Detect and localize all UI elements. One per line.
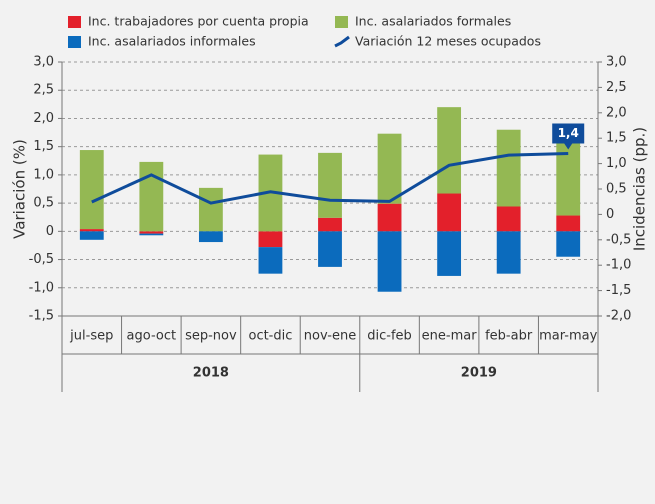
y2-tick-label: -0,5 <box>606 232 631 247</box>
y2-tick-label: 0 <box>606 207 614 222</box>
y2-tick-label: -1,0 <box>606 258 631 273</box>
bar <box>79 150 104 230</box>
y-tick-label: -1,0 <box>29 280 54 295</box>
bar <box>377 231 402 292</box>
bar <box>437 193 462 232</box>
bar <box>139 231 164 234</box>
bar <box>496 206 521 232</box>
bar <box>139 161 164 232</box>
legend-label: Variación 12 meses ocupados <box>355 34 541 49</box>
bar <box>258 231 283 248</box>
y2-tick-label: 3,0 <box>606 55 627 70</box>
group-label: 2018 <box>193 366 229 381</box>
line <box>91 151 569 205</box>
legend-line <box>334 35 350 48</box>
y2-tick-label: 1,0 <box>606 156 627 171</box>
bar <box>437 107 462 194</box>
x-tick-label: sep-nov <box>185 329 237 344</box>
bar <box>79 229 104 232</box>
bar <box>198 187 223 232</box>
legend-label: Inc. asalariados formales <box>355 14 511 29</box>
x-tick-label: mar-may <box>539 329 597 344</box>
y2-tick-label: 2,5 <box>606 80 627 95</box>
bar <box>556 139 581 216</box>
x-tick-label: ago-oct <box>127 329 177 344</box>
y-tick-label: 2,0 <box>33 111 54 126</box>
y2-tick-label: 2,0 <box>606 105 627 120</box>
legend-label: Inc. trabajadores por cuenta propia <box>88 14 309 29</box>
bar <box>79 231 104 240</box>
legend-swatch <box>68 36 81 48</box>
bar <box>377 133 402 204</box>
bar <box>556 231 581 257</box>
y2-tick-label: -2,0 <box>606 309 631 324</box>
data-label-box <box>552 123 585 150</box>
group-label: 2019 <box>461 366 497 381</box>
bar <box>556 215 581 232</box>
bar <box>496 129 521 207</box>
y-tick-label: -0,5 <box>29 252 54 267</box>
legend-swatch <box>68 16 81 28</box>
y-tick-label: -1,5 <box>29 309 54 324</box>
y2-tick-label: -1,5 <box>606 283 631 298</box>
y-tick-label: 0,5 <box>33 196 54 211</box>
bar <box>139 233 164 236</box>
x-tick-label: oct-dic <box>248 329 292 344</box>
y-tick-label: 2,5 <box>33 83 54 98</box>
x-tick-label: jul-sep <box>69 329 113 344</box>
bar <box>258 247 283 274</box>
data-label: 1,4 <box>558 126 579 140</box>
bar <box>318 231 342 267</box>
y-tick-label: 0 <box>46 224 54 239</box>
y-tick-label: 3,0 <box>33 55 54 70</box>
x-tick-label: feb-abr <box>485 329 533 344</box>
x-tick-label: nov-ene <box>304 329 356 344</box>
bar <box>377 203 402 232</box>
bar <box>437 231 462 276</box>
legend-swatch <box>335 16 348 28</box>
y-tick-label: 1,0 <box>33 167 54 182</box>
y2-axis-title: Incidencias (pp.) <box>631 127 649 251</box>
legend-label: Inc. asalariados informales <box>88 34 256 49</box>
y2-tick-label: 0,5 <box>606 182 627 197</box>
x-tick-label: dic-feb <box>367 329 412 344</box>
y-axis-title: Variación (%) <box>11 139 29 239</box>
bar <box>318 152 342 218</box>
x-tick-label: ene-mar <box>422 329 478 344</box>
bar <box>198 231 223 243</box>
y2-tick-label: 1,5 <box>606 131 627 146</box>
bar <box>318 217 342 232</box>
y-tick-label: 1,5 <box>33 139 54 154</box>
bar <box>496 231 521 274</box>
